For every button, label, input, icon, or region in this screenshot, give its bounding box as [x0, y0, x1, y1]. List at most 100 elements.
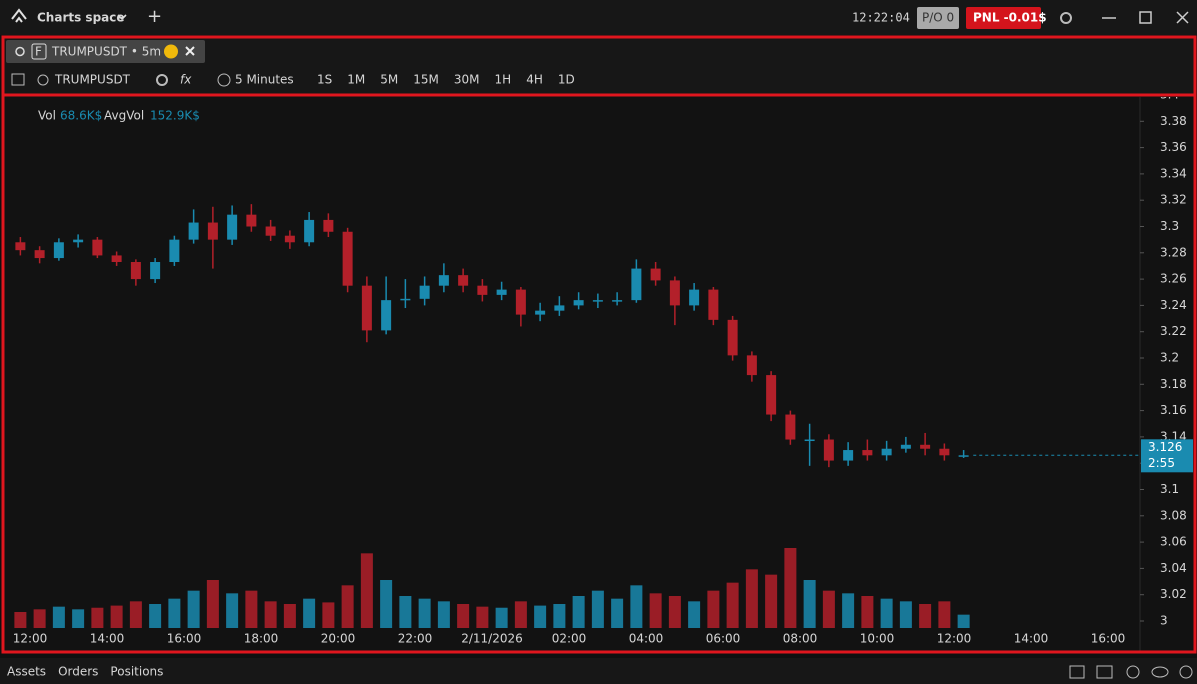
icon[interactable] — [1069, 665, 1085, 679]
pnl-text[interactable]: PNL -0.01$ — [973, 11, 1047, 25]
volume-bar — [437, 601, 450, 628]
interval-preset[interactable]: 30M — [454, 73, 480, 87]
tab-badge: F — [35, 45, 42, 59]
x-tick-label: 22:00 — [398, 632, 433, 646]
y-tick-label: 3.3 — [1160, 219, 1179, 233]
candle-body — [227, 214, 238, 240]
link-icon[interactable] — [15, 46, 25, 57]
volume-bar — [688, 601, 701, 628]
x-tick-label: 16:00 — [167, 632, 202, 646]
volume-bar — [399, 596, 412, 628]
candle-body — [785, 414, 796, 440]
volume-bar — [341, 585, 354, 628]
candle-body — [939, 448, 950, 456]
interval-preset[interactable]: 1S — [317, 73, 332, 87]
candle-body — [34, 250, 45, 259]
tab-close[interactable] — [185, 46, 195, 56]
x-tick-label: 04:00 — [629, 632, 664, 646]
x-tick-label: 02:00 — [552, 632, 587, 646]
icon[interactable] — [1179, 665, 1193, 679]
interval-preset[interactable]: 1H — [495, 73, 512, 87]
interval-preset[interactable]: 1D — [558, 73, 575, 87]
candle-body — [592, 300, 603, 302]
pnl-badge[interactable] — [966, 7, 1041, 29]
candle-body — [631, 268, 642, 301]
volume-bar — [630, 585, 643, 628]
po-badge[interactable] — [917, 7, 959, 29]
bottom-tab[interactable]: Assets — [7, 665, 46, 679]
icon[interactable] — [1096, 665, 1113, 679]
workspace-name[interactable]: Charts space — [37, 11, 125, 25]
chart-settings[interactable] — [156, 74, 168, 86]
indicators-icon[interactable]: fx — [180, 73, 192, 87]
interval-preset[interactable]: 4H — [526, 73, 543, 87]
x-tick-label: 06:00 — [706, 632, 741, 646]
add-button[interactable]: + — [147, 6, 162, 27]
chart-tab[interactable] — [6, 40, 205, 63]
candle-body — [515, 289, 526, 315]
x-tick-label: 16:00 — [1091, 632, 1126, 646]
close[interactable] — [1176, 11, 1189, 24]
volume-bar — [33, 609, 46, 628]
volume-bar — [129, 601, 142, 628]
tab-label[interactable]: TRUMPUSDT • 5m — [51, 45, 161, 59]
y-tick-label: 3.32 — [1160, 193, 1187, 207]
candle-body — [361, 285, 372, 331]
vol-label: Vol — [38, 109, 56, 123]
candle-body — [323, 219, 334, 232]
toolbar-symbol[interactable]: TRUMPUSDT — [54, 73, 131, 87]
volume-bar — [803, 580, 816, 628]
y-tick-label: 3.16 — [1160, 403, 1187, 417]
po-text[interactable]: P/O 0 — [922, 11, 954, 25]
sidebar-toggle[interactable] — [11, 73, 25, 86]
dropdown-icon[interactable] — [117, 14, 127, 21]
candle-body — [304, 219, 315, 243]
bottom-tab[interactable]: Orders — [58, 665, 98, 679]
candle-body — [381, 300, 392, 331]
candle-body — [438, 275, 449, 286]
volume-bar — [360, 553, 373, 628]
volume-bar — [861, 596, 874, 628]
plot: 33.023.043.063.083.13.123.143.163.183.23… — [13, 88, 1193, 651]
bottom-tab[interactable]: Positions — [110, 665, 163, 679]
x-tick-label: 2/11/2026 — [461, 632, 523, 646]
candle-body — [458, 275, 469, 286]
badge-box — [31, 43, 47, 60]
clock-icon — [217, 73, 231, 87]
volume-bar — [380, 580, 393, 628]
settings-icon[interactable] — [1060, 12, 1072, 24]
last-price: 3.126 — [1148, 440, 1182, 454]
volume-bar — [707, 590, 720, 628]
toolbar-interval[interactable]: 5 Minutes — [235, 73, 294, 87]
x-tick-label: 18:00 — [244, 632, 279, 646]
volume-bar — [957, 614, 970, 628]
maximize[interactable] — [1139, 11, 1152, 24]
interval-preset[interactable]: 1M — [347, 73, 365, 87]
volume-bar — [765, 574, 778, 628]
countdown: 2:55 — [1148, 456, 1175, 470]
candle-body — [823, 439, 834, 461]
logo — [11, 8, 27, 23]
y-tick-label: 3.4 — [1160, 88, 1179, 102]
bottom-tabs: Assets Orders Positions — [7, 665, 163, 679]
candle-body — [804, 439, 815, 442]
candle-body — [766, 375, 777, 415]
y-tick-label: 3.22 — [1160, 324, 1187, 338]
icon[interactable] — [1151, 666, 1169, 678]
candle-body — [111, 255, 122, 263]
interval-preset[interactable]: 5M — [380, 73, 398, 87]
icon[interactable] — [1126, 665, 1140, 679]
candle-body — [920, 444, 931, 449]
candle-body — [573, 300, 584, 306]
interval-preset[interactable]: 15M — [413, 73, 439, 87]
price-axis — [1140, 97, 1193, 651]
candle-body — [669, 280, 680, 306]
vol-value: 68.6K$ — [60, 109, 102, 123]
volume-bar — [206, 580, 219, 628]
candle-body — [150, 262, 161, 280]
candle-body — [689, 289, 700, 306]
volume-bar — [226, 593, 239, 628]
volume-bar — [187, 590, 200, 628]
chart-panel — [5, 97, 1193, 651]
